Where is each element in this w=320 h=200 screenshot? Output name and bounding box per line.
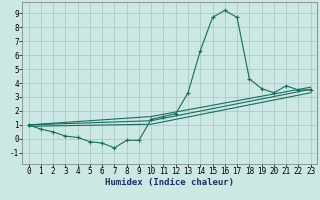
X-axis label: Humidex (Indice chaleur): Humidex (Indice chaleur) bbox=[105, 178, 234, 187]
